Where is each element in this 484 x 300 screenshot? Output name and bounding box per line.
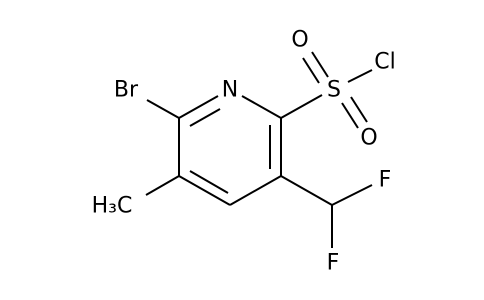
bonds	[145, 51, 373, 248]
atom-label: H₃C	[92, 194, 133, 219]
bond	[189, 170, 229, 194]
atom-label: F	[379, 168, 392, 193]
bond	[145, 175, 180, 196]
atom-label: O	[360, 126, 377, 151]
bond	[311, 51, 329, 78]
atom-label: N	[222, 78, 238, 103]
bond	[341, 102, 359, 129]
bond	[178, 175, 231, 206]
bond	[280, 175, 333, 206]
bond	[350, 96, 368, 123]
bond	[229, 175, 282, 206]
bond	[241, 95, 282, 119]
bond	[331, 184, 373, 206]
atom-label: F	[327, 251, 340, 276]
atom-label: Br	[114, 78, 139, 103]
atom-label: Cl	[374, 50, 395, 75]
bond	[347, 69, 373, 83]
bond	[280, 94, 323, 119]
bond	[189, 108, 221, 127]
bond	[302, 57, 320, 84]
bond	[146, 99, 180, 119]
atom-label: O	[291, 28, 308, 53]
bond	[178, 95, 219, 119]
atom-label: S	[327, 78, 341, 103]
